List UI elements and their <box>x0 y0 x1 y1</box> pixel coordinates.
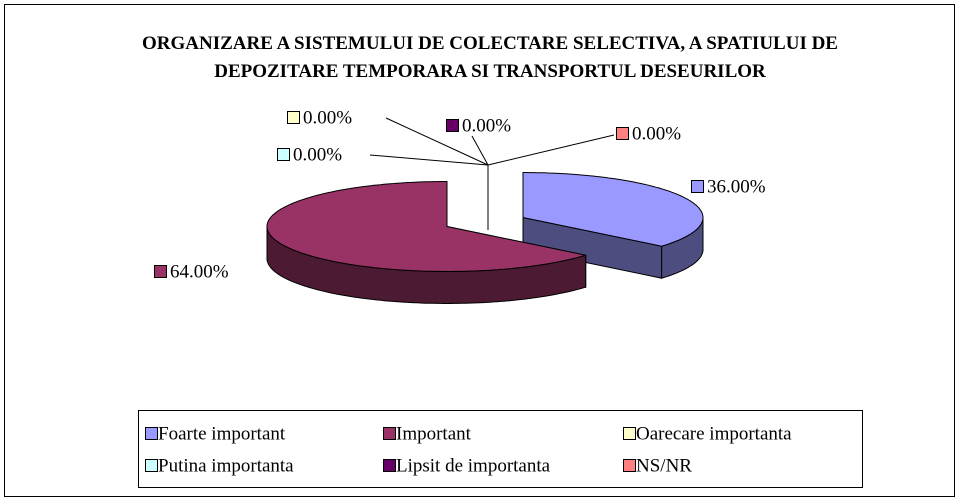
pie-slice <box>522 172 704 279</box>
legend-label: Oarecare importanta <box>636 423 792 444</box>
chart-title: ORGANIZARE A SISTEMULUI DE COLECTARE SEL… <box>142 33 838 82</box>
legend-swatch <box>623 427 636 440</box>
leader-line <box>471 135 489 166</box>
label-swatch <box>691 180 704 193</box>
label-swatch <box>287 111 300 124</box>
legend-swatch <box>145 459 158 472</box>
data-label: 0.00% <box>462 115 511 136</box>
leader-line <box>487 134 615 166</box>
legend-label: Putina importanta <box>158 455 294 476</box>
data-label: 64.00% <box>170 261 229 282</box>
label-swatch <box>277 148 290 161</box>
data-label: 0.00% <box>303 107 352 128</box>
legend-label: Lipsit de importanta <box>396 455 551 476</box>
label-swatch <box>446 119 459 132</box>
legend-swatch <box>623 459 636 472</box>
leader-line <box>385 117 489 166</box>
slice-face <box>522 172 704 247</box>
leader-line <box>369 154 489 166</box>
pie-slice <box>266 181 587 304</box>
legend-swatch <box>145 427 158 440</box>
slice-face <box>266 181 587 272</box>
label-swatch <box>616 127 629 140</box>
data-label: 0.00% <box>632 123 681 144</box>
legend-label: Foarte important <box>158 423 286 444</box>
legend-swatch <box>383 427 396 440</box>
legend-label: Important <box>396 423 472 444</box>
legend-label: NS/NR <box>636 455 692 476</box>
leader-lines <box>369 117 615 230</box>
legend-box <box>138 410 863 488</box>
label-swatch <box>154 265 167 278</box>
data-label: 0.00% <box>293 144 342 165</box>
legend-swatch <box>383 459 396 472</box>
data-label: 36.00% <box>707 176 766 197</box>
